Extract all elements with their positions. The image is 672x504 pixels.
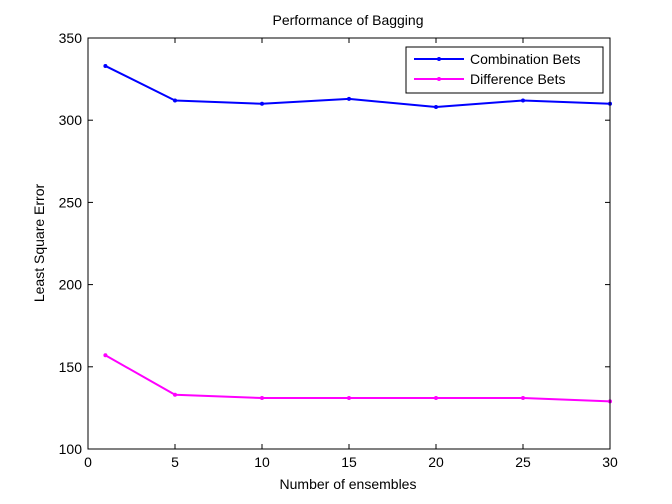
data-point-1 <box>347 396 351 401</box>
y-tick-label: 250 <box>59 194 83 210</box>
data-point-0 <box>103 63 108 68</box>
plot-area <box>103 63 612 404</box>
data-point-0 <box>347 96 351 101</box>
data-point-1 <box>521 396 525 401</box>
data-point-1 <box>434 396 438 401</box>
legend-marker-0 <box>437 57 441 61</box>
x-tick-label: 20 <box>428 454 444 470</box>
y-tick-label: 150 <box>59 359 83 375</box>
legend-label-0: Combination Bets <box>470 51 581 67</box>
y-tick-label: 300 <box>59 112 83 128</box>
data-point-0 <box>521 98 525 103</box>
data-point-1 <box>103 353 108 358</box>
data-point-1 <box>173 392 177 397</box>
legend-label-1: Difference Bets <box>470 71 565 87</box>
x-tick-label: 30 <box>602 454 618 470</box>
x-axis-label: Number of ensembles <box>280 476 417 492</box>
x-tick-label: 15 <box>341 454 357 470</box>
data-point-0 <box>434 105 438 110</box>
y-tick-label: 200 <box>59 277 83 293</box>
data-point-0 <box>173 98 177 103</box>
legend-box <box>405 46 604 94</box>
y-axis-label: Least Square Error <box>31 184 47 303</box>
x-tick-label: 0 <box>84 454 92 470</box>
data-point-0 <box>260 101 264 106</box>
x-tick-label: 5 <box>171 454 179 470</box>
x-tick-label: 25 <box>515 454 531 470</box>
legend-marker-1 <box>437 77 441 81</box>
legend: Combination Bets Difference Bets <box>405 46 604 94</box>
chart-title: Performance of Bagging <box>273 12 424 28</box>
y-tick-label: 350 <box>59 30 83 46</box>
x-tick-label: 10 <box>254 454 270 470</box>
y-tick-label: 100 <box>59 441 83 457</box>
axes: 0 5 10 15 20 25 30 100 150 200 250 300 350 <box>59 30 618 470</box>
data-point-1 <box>260 396 264 401</box>
